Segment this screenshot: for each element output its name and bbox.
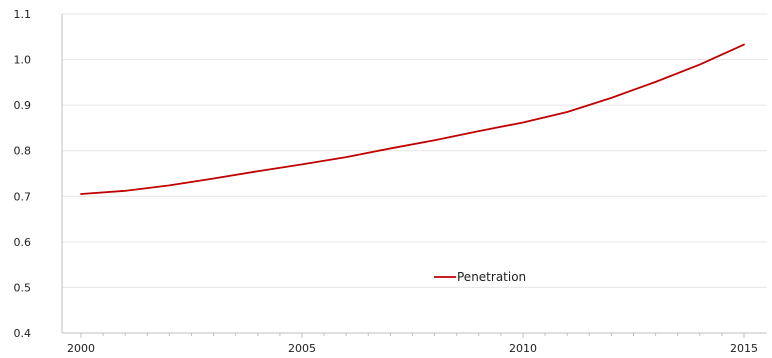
data-point-2000 — [81, 194, 82, 195]
data-point-2004 — [257, 171, 258, 172]
series-line-penetration — [80, 43, 745, 195]
gridlines — [62, 13, 767, 288]
data-point-2015 — [744, 44, 745, 45]
y-tick-label-0.5: 0.5 — [14, 281, 32, 294]
series-group — [80, 43, 745, 195]
data-point-2014 — [699, 64, 700, 65]
data-point-2010 — [523, 122, 524, 123]
data-point-2001 — [125, 190, 126, 191]
data-point-2008 — [434, 140, 435, 141]
data-point-2009 — [478, 131, 479, 132]
x-tick-label-2000: 2000 — [67, 342, 95, 355]
y-tick-label-0.7: 0.7 — [14, 190, 32, 203]
data-point-2005 — [302, 164, 303, 165]
y-tick-label-1.1: 1.1 — [14, 8, 32, 21]
x-tick-label-2010: 2010 — [509, 342, 537, 355]
y-tick-label-0.6: 0.6 — [14, 236, 32, 249]
legend: Penetration — [434, 270, 526, 284]
x-tick-label-2015: 2015 — [730, 342, 758, 355]
data-point-2011 — [567, 111, 568, 112]
y-axis: 0.4 0.5 0.6 0.7 0.8 0.9 1.0 1.1 — [14, 8, 63, 340]
x-axis: 2000 2005 2010 2015 — [62, 332, 767, 355]
data-point-2006 — [346, 157, 347, 158]
data-point-2012 — [611, 97, 612, 98]
data-point-2002 — [169, 185, 170, 186]
y-tick-label-0.9: 0.9 — [14, 99, 32, 112]
x-tick-label-2005: 2005 — [288, 342, 316, 355]
data-point-2003 — [213, 178, 214, 179]
data-point-2007 — [390, 148, 391, 149]
data-point-2013 — [655, 81, 656, 82]
y-tick-label-0.4: 0.4 — [14, 327, 32, 340]
y-tick-label-1.0: 1.0 — [14, 54, 32, 67]
legend-label-penetration: Penetration — [457, 270, 526, 284]
y-tick-label-0.8: 0.8 — [14, 145, 32, 158]
